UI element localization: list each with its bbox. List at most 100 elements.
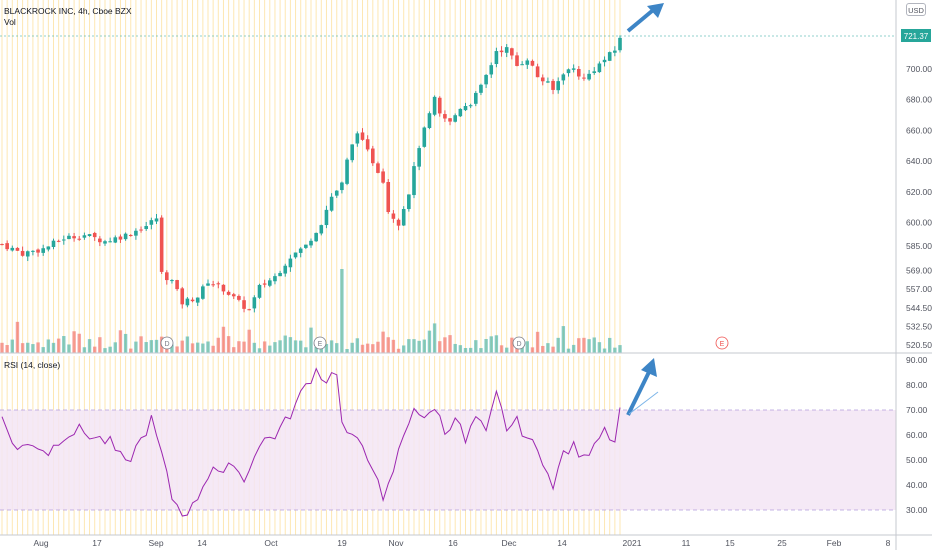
price-tick-label: 569.00 bbox=[906, 265, 932, 275]
volume-label: Vol bbox=[4, 17, 16, 27]
volume-bar bbox=[77, 333, 81, 353]
candle-body bbox=[128, 235, 133, 237]
rsi-arrow-head bbox=[641, 358, 657, 377]
volume-bar bbox=[371, 344, 375, 353]
candle-body bbox=[597, 63, 602, 73]
candle-body bbox=[82, 235, 87, 238]
candle-body bbox=[170, 280, 174, 282]
rsi-trend-line bbox=[628, 391, 659, 415]
candle-body bbox=[540, 77, 545, 82]
price-candles bbox=[0, 35, 622, 313]
volume-bar bbox=[525, 341, 529, 353]
volume-bar bbox=[510, 337, 514, 353]
volume-bar bbox=[505, 347, 509, 353]
volume-bar bbox=[571, 344, 576, 353]
volume-bar bbox=[299, 340, 303, 353]
event-marker-label: D bbox=[164, 341, 169, 348]
candle-body bbox=[51, 240, 56, 248]
time-tick-label: 14 bbox=[557, 538, 567, 548]
volume-bar bbox=[232, 347, 236, 353]
volume-bar bbox=[175, 346, 179, 353]
candle-body bbox=[334, 190, 339, 196]
volume-bar bbox=[268, 345, 272, 353]
volume-bar bbox=[20, 343, 25, 353]
volume-bar bbox=[613, 347, 617, 353]
volume-bar bbox=[278, 340, 282, 353]
candle-body bbox=[252, 297, 257, 309]
volume-bar bbox=[561, 326, 566, 353]
candle-body bbox=[216, 283, 221, 285]
rsi-band bbox=[0, 409, 896, 511]
candle-body bbox=[268, 280, 272, 286]
candle-body bbox=[98, 238, 102, 243]
candle-body bbox=[304, 244, 308, 248]
time-tick-label: Sep bbox=[148, 538, 163, 548]
volume-bar bbox=[185, 336, 190, 353]
volume-bar bbox=[417, 340, 421, 353]
volume-bar bbox=[350, 342, 354, 353]
volume-bar bbox=[535, 331, 540, 353]
tick-labels: 700.00 680.00 660.00 640.00 620.00 600.00 585.… bbox=[33, 64, 932, 548]
candle-body bbox=[257, 284, 262, 298]
time-tick-label: 25 bbox=[777, 538, 787, 548]
volume-bar bbox=[355, 338, 360, 353]
candle-body bbox=[546, 81, 550, 83]
volume-bar bbox=[247, 329, 251, 353]
candle-body bbox=[453, 115, 457, 122]
candle-body bbox=[324, 209, 329, 226]
candle-body bbox=[231, 294, 236, 297]
volume-bar bbox=[546, 343, 550, 353]
volume-bar bbox=[56, 338, 61, 353]
volume-bar bbox=[582, 337, 586, 353]
volume-bar bbox=[587, 339, 591, 353]
volume-bar bbox=[376, 341, 380, 353]
candle-body bbox=[242, 300, 246, 309]
candle-body bbox=[561, 74, 566, 81]
rsi-line bbox=[1, 367, 621, 517]
candle-body bbox=[278, 272, 282, 277]
candle-body bbox=[134, 230, 138, 236]
volume-bar bbox=[618, 345, 622, 353]
candle-body bbox=[149, 220, 154, 225]
candle-body bbox=[401, 209, 406, 226]
time-tick-label: Dec bbox=[501, 538, 517, 548]
candle-body bbox=[195, 297, 200, 303]
volume-bar bbox=[26, 342, 30, 353]
candle-body bbox=[618, 37, 622, 51]
candle-body bbox=[20, 250, 25, 256]
volume-bar bbox=[87, 339, 92, 353]
volume-bar bbox=[443, 337, 447, 353]
rsi-arrow-shaft bbox=[626, 371, 651, 416]
volume-bar bbox=[484, 339, 488, 353]
currency-button[interactable]: USD bbox=[906, 3, 926, 16]
time-tick-label: Nov bbox=[388, 538, 404, 548]
volume-bar bbox=[129, 348, 133, 353]
volume-bar bbox=[309, 327, 313, 353]
candle-body bbox=[607, 52, 612, 61]
candle-body bbox=[262, 283, 267, 285]
candle-body bbox=[386, 182, 391, 212]
candle-body bbox=[283, 265, 288, 274]
rsi-label: RSI (14, close) bbox=[4, 360, 60, 370]
volume-bar bbox=[206, 341, 210, 353]
volume-bar bbox=[72, 331, 76, 353]
candle-body bbox=[340, 182, 344, 191]
volume-bar bbox=[62, 336, 66, 353]
volume-bar bbox=[10, 339, 14, 353]
candle-body bbox=[113, 237, 118, 243]
volume-bar bbox=[608, 337, 612, 353]
volume-bar bbox=[463, 348, 468, 353]
volume-bar bbox=[51, 342, 56, 353]
time-tick-label: 19 bbox=[337, 538, 347, 548]
volume-bar bbox=[216, 337, 220, 353]
candle-body bbox=[381, 171, 385, 183]
volume-bar bbox=[134, 341, 138, 353]
candle-body bbox=[474, 92, 478, 104]
volume-bar bbox=[314, 346, 318, 353]
candle-body bbox=[221, 284, 226, 292]
volume-bar bbox=[494, 335, 499, 353]
volume-bar bbox=[196, 342, 200, 353]
volume-bar bbox=[237, 341, 241, 353]
candle-body bbox=[118, 236, 123, 240]
